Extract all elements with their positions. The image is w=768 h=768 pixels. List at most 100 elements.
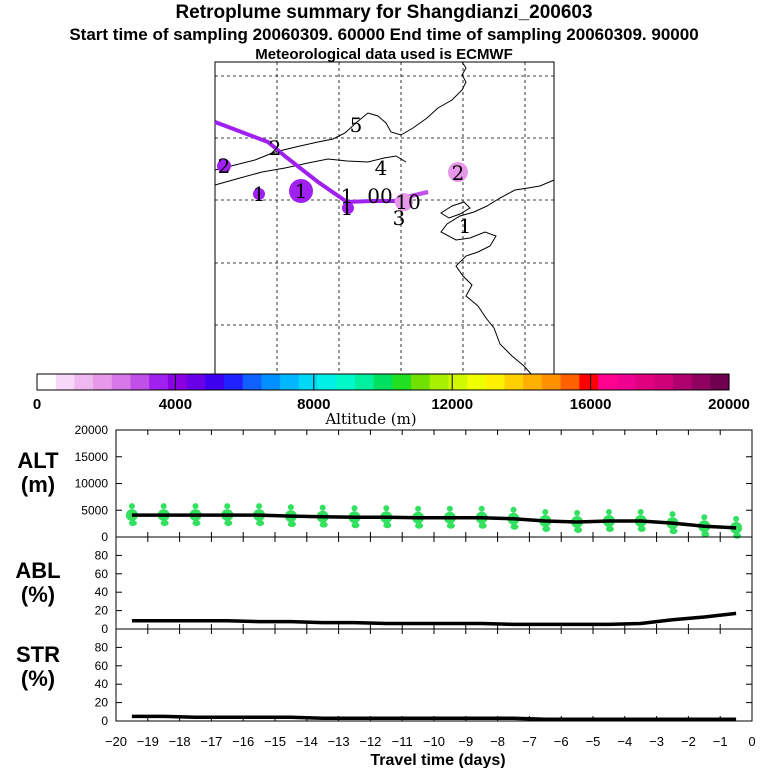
- map-time-label: 1: [295, 179, 308, 203]
- map-time-label: 3: [393, 206, 406, 230]
- x-tick-label: −15: [264, 734, 286, 749]
- trajectory-map: 5 2 4 2 1 1 1 1 00 10 3 1 2: [214, 61, 555, 376]
- plume-centroid-marker: [289, 179, 313, 203]
- altitude-colorbar: 0 4000 8000 12000 16000 20000: [33, 373, 750, 413]
- y-tick-label: 0: [101, 714, 108, 728]
- x-tick-label: −16: [232, 734, 254, 749]
- chart-title: Retroplume summary for Shangdianzi_20060…: [175, 2, 593, 23]
- x-tick-label: −13: [328, 734, 350, 749]
- colorbar-swatch: [317, 374, 337, 390]
- plume-altitude-point: [224, 503, 231, 510]
- plume-altitude-point: [128, 503, 135, 510]
- plume-altitude-point: [319, 521, 328, 528]
- plume-altitude-point: [701, 531, 710, 538]
- plume-altitude-point: [478, 505, 485, 512]
- plume-altitude-point: [510, 523, 519, 530]
- x-axis-label: Travel time (days): [370, 752, 505, 768]
- y-tick-label: 80: [95, 548, 109, 562]
- colorbar-swatch: [579, 374, 599, 390]
- panel-abl: 80 60 40 20 0 ABL(%): [15, 536, 753, 636]
- colorbar-swatch: [336, 374, 356, 390]
- y-tick-label: 5000: [81, 503, 108, 517]
- colorbar-swatch: [149, 374, 169, 390]
- plume-altitude-point: [730, 521, 743, 534]
- plume-altitude-point: [383, 522, 392, 529]
- x-tick-label: −18: [169, 734, 191, 749]
- colorbar-swatch: [560, 374, 580, 390]
- colorbar-swatch: [691, 374, 711, 390]
- plume-altitude-point: [446, 522, 455, 529]
- colorbar-swatch: [261, 374, 281, 390]
- plume-altitude-point: [192, 503, 199, 510]
- colorbar-swatch: [242, 374, 263, 390]
- colorbar-swatch: [710, 374, 730, 390]
- met-data-source: Meteorological data used is ECMWF: [255, 46, 513, 63]
- y-tick-label: 10000: [75, 477, 109, 491]
- plume-altitude-point: [637, 525, 646, 532]
- colorbar-swatch: [429, 374, 450, 390]
- colorbar-swatch: [504, 374, 524, 390]
- x-tick-label: −3: [649, 734, 664, 749]
- colorbar-swatch: [541, 374, 562, 390]
- x-tick-label: −12: [359, 734, 381, 749]
- colorbar-swatch: [186, 374, 206, 390]
- x-tick-label: −7: [522, 734, 537, 749]
- y-axis-label: STR: [16, 642, 60, 667]
- plume-centroid-marker: [395, 193, 413, 211]
- plume-altitude-point: [160, 503, 167, 510]
- x-tick-label: −20: [105, 734, 127, 749]
- colorbar-swatch: [635, 374, 655, 390]
- plume-altitude-point: [605, 525, 614, 532]
- y-tick-label: 20: [95, 604, 109, 618]
- y-tick-label: 40: [95, 585, 109, 599]
- colorbar-tick-label: 4000: [159, 396, 192, 413]
- time-series-panels: 20000150001000050000ALT(m)806040200ABL(%…: [15, 423, 755, 749]
- plume-centroid-marker: [253, 188, 265, 200]
- map-time-label: 1: [341, 184, 354, 208]
- plume-altitude-point: [287, 504, 294, 511]
- coastline: [214, 61, 555, 376]
- y-axis-label: ALT: [17, 448, 59, 473]
- y-tick-label: 15000: [75, 450, 109, 464]
- plume-altitude-point: [415, 522, 424, 529]
- y-tick-label: 0: [101, 622, 108, 636]
- colorbar-swatch: [37, 374, 57, 390]
- colorbar-swatch: [523, 374, 543, 390]
- colorbar-tick-label: 0: [33, 396, 41, 413]
- plume-altitude-point: [574, 510, 581, 517]
- plume-altitude-point: [574, 527, 583, 534]
- plume-altitude-point: [733, 515, 740, 522]
- map-time-label: 2: [218, 154, 231, 178]
- colorbar-swatch: [598, 374, 618, 390]
- series-line-str: [131, 714, 737, 721]
- x-tick-label: −11: [392, 734, 413, 749]
- plume-altitude-point: [669, 528, 678, 535]
- plume-altitude-point: [510, 506, 517, 513]
- colorbar-swatch: [224, 374, 244, 390]
- panel-str: 80 60 40 20 0 STR(%): [16, 628, 753, 728]
- plume-centroid-marker: [342, 202, 354, 214]
- x-tick-label: −19: [137, 734, 159, 749]
- plume-altitude-point: [733, 532, 742, 539]
- map-time-label: 1: [253, 182, 266, 206]
- x-tick-label: −8: [490, 734, 505, 749]
- y-tick-label: 40: [95, 677, 109, 691]
- colorbar-swatch: [448, 374, 468, 390]
- y-tick-label: 60: [95, 567, 109, 581]
- colorbar-swatch: [373, 374, 393, 390]
- x-tick-label: −14: [296, 734, 318, 749]
- map-time-label: 5: [350, 113, 363, 137]
- plume-centroid-marker: [217, 159, 231, 173]
- colorbar-swatch: [467, 374, 487, 390]
- map-time-label: 4: [375, 156, 388, 180]
- colorbar-swatch: [392, 374, 412, 390]
- y-axis-label: ABL: [15, 558, 60, 583]
- plume-altitude-point: [383, 505, 390, 512]
- plume-altitude-point: [319, 504, 326, 511]
- x-tick-label: −4: [617, 734, 632, 749]
- panel-frame: [115, 628, 753, 722]
- x-tick-label: −5: [586, 734, 601, 749]
- plume-altitude-point: [478, 522, 487, 529]
- plume-altitude-point: [224, 520, 233, 527]
